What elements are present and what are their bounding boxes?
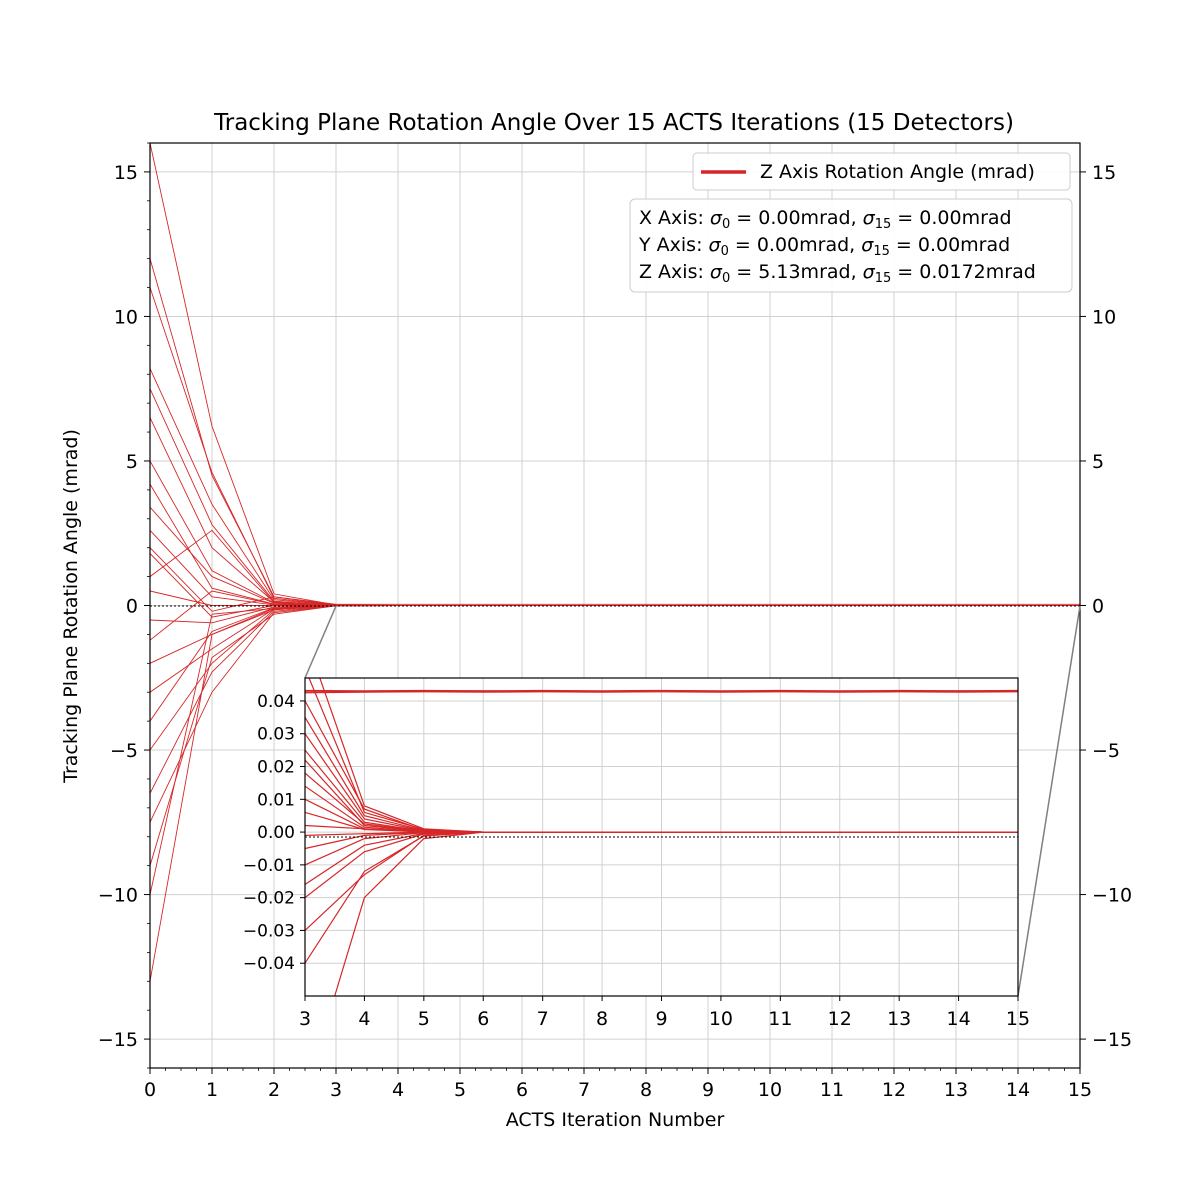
inset-x-tick-label: 12 xyxy=(828,1008,852,1030)
inset-x-tick-label: 10 xyxy=(709,1008,733,1030)
y-tick-label-right: −15 xyxy=(1092,1029,1132,1051)
x-tick-label: 7 xyxy=(578,1079,590,1101)
legend-box xyxy=(692,152,1071,191)
inset-series-line xyxy=(334,831,1018,996)
x-tick-label: 15 xyxy=(1068,1079,1092,1101)
inset-x-tick-label: 9 xyxy=(655,1008,667,1030)
x-tick-label: 8 xyxy=(640,1079,652,1101)
inset-y-tick-label: −0.02 xyxy=(243,889,295,909)
x-axis-label: ACTS Iteration Number xyxy=(506,1109,725,1131)
y-tick-label-left: 5 xyxy=(126,451,138,473)
inset-series-line xyxy=(305,691,1018,694)
y-tick-label-left: −10 xyxy=(98,885,138,907)
legend-label: Z Axis Rotation Angle (mrad) xyxy=(760,161,1035,183)
x-tick-label: 1 xyxy=(206,1079,218,1101)
inset-connector-right xyxy=(1017,605,1081,997)
inset-y-tick-label: −0.01 xyxy=(243,856,295,876)
y-tick-label-right: −10 xyxy=(1092,885,1132,907)
inset-axis-ticks: 3 4 5 6 7 8 9 10 11 12 13 14 15 −0.04 −0.03 −0.02 −0.01 0… xyxy=(243,692,1030,1030)
inset-y-tick-label: 0.02 xyxy=(257,758,295,778)
inset-x-tick-label: 5 xyxy=(418,1008,430,1030)
y-tick-label-left: −15 xyxy=(98,1029,138,1051)
stats-sigma0-y: 0.00mrad xyxy=(757,234,849,256)
inset-x-tick-label: 8 xyxy=(596,1008,608,1030)
x-tick-label: 2 xyxy=(268,1079,280,1101)
stats-line-x: X Axis: σ0 = 0.00mrad, σ15 = 0.00mrad xyxy=(639,207,1012,232)
stats-sigma15-y: 0.00mrad xyxy=(918,234,1010,256)
stats-axis-z: Z Axis: xyxy=(639,261,710,283)
x-tick-label: 4 xyxy=(392,1079,404,1101)
y-tick-label-left: 15 xyxy=(114,162,138,184)
inset-y-tick-label: 0.00 xyxy=(257,823,295,843)
stats-sigma0-x: 0.00mrad xyxy=(758,207,850,229)
inset-y-tick-label: 0.01 xyxy=(257,790,295,810)
y-axis-label: Tracking Plane Rotation Angle (mrad) xyxy=(60,429,82,784)
stats-box-frame xyxy=(629,198,1073,293)
x-tick-label: 14 xyxy=(1006,1079,1030,1101)
x-tick-label: 6 xyxy=(516,1079,528,1101)
y-tick-label-right: 15 xyxy=(1092,162,1116,184)
y-tick-label-left: 0 xyxy=(126,596,138,618)
inset-x-tick-label: 11 xyxy=(768,1008,792,1030)
inset-x-tick-label: 6 xyxy=(477,1008,489,1030)
y-tick-label-right: 0 xyxy=(1092,596,1104,618)
y-tick-label-left: −5 xyxy=(110,740,138,762)
x-tick-label: 3 xyxy=(330,1079,342,1101)
inset-y-tick-label: 0.04 xyxy=(257,692,295,712)
stats-sigma15-x: 0.00mrad xyxy=(919,207,1011,229)
y-tick-label-right: 10 xyxy=(1092,306,1116,328)
x-tick-label: 13 xyxy=(944,1079,968,1101)
inset-y-tick-label: 0.03 xyxy=(257,725,295,745)
inset-x-tick-label: 14 xyxy=(946,1008,970,1030)
series-line xyxy=(150,547,1080,612)
inset-y-tick-label: −0.04 xyxy=(243,954,295,974)
stats-axis-x: X Axis: xyxy=(639,207,710,229)
x-tick-label: 9 xyxy=(702,1079,714,1101)
stats-sigma15-z: 0.0172mrad xyxy=(919,261,1036,283)
chart-title: Tracking Plane Rotation Angle Over 15 AC… xyxy=(213,110,1014,136)
x-tick-label: 0 xyxy=(144,1079,156,1101)
inset-x-tick-label: 7 xyxy=(537,1008,549,1030)
x-tick-label: 10 xyxy=(758,1079,782,1101)
inset-x-tick-label: 4 xyxy=(358,1008,370,1030)
inset-x-tick-label: 13 xyxy=(887,1008,911,1030)
main-axis-ticks: 0 1 2 3 4 5 6 7 8 9 10 11 12 13 14 15−15 −15−10 −10−5 −50 0… xyxy=(98,142,1132,1101)
x-tick-label: 11 xyxy=(820,1079,844,1101)
inset-x-tick-label: 3 xyxy=(299,1008,311,1030)
legend: Z Axis Rotation Angle (mrad) xyxy=(692,152,1071,191)
stats-axis-y: Y Axis: xyxy=(638,234,709,256)
inset-connector-left xyxy=(304,605,337,679)
inset-x-tick-label: 15 xyxy=(1006,1008,1030,1030)
x-tick-label: 5 xyxy=(454,1079,466,1101)
y-tick-label-right: 5 xyxy=(1092,451,1104,473)
stats-line-z: Z Axis: σ0 = 5.13mrad, σ15 = 0.0172mrad xyxy=(639,261,1036,286)
inset-series-lines xyxy=(305,678,1018,996)
x-tick-label: 12 xyxy=(882,1079,906,1101)
stats-sigma0-z: 5.13mrad xyxy=(758,261,850,283)
y-tick-label-left: 10 xyxy=(114,306,138,328)
stats-line-y: Y Axis: σ0 = 0.00mrad, σ15 = 0.00mrad xyxy=(638,234,1010,259)
inset-y-tick-label: −0.03 xyxy=(243,921,295,941)
y-tick-label-right: −5 xyxy=(1092,740,1120,762)
stats-box: X Axis: σ0 = 0.00mrad, σ15 = 0.00mrad Y … xyxy=(629,198,1073,293)
inset-plot: 3 4 5 6 7 8 9 10 11 12 13 14 15 −0.04 −0.03 −0.02 −0.01 0… xyxy=(243,677,1030,1030)
